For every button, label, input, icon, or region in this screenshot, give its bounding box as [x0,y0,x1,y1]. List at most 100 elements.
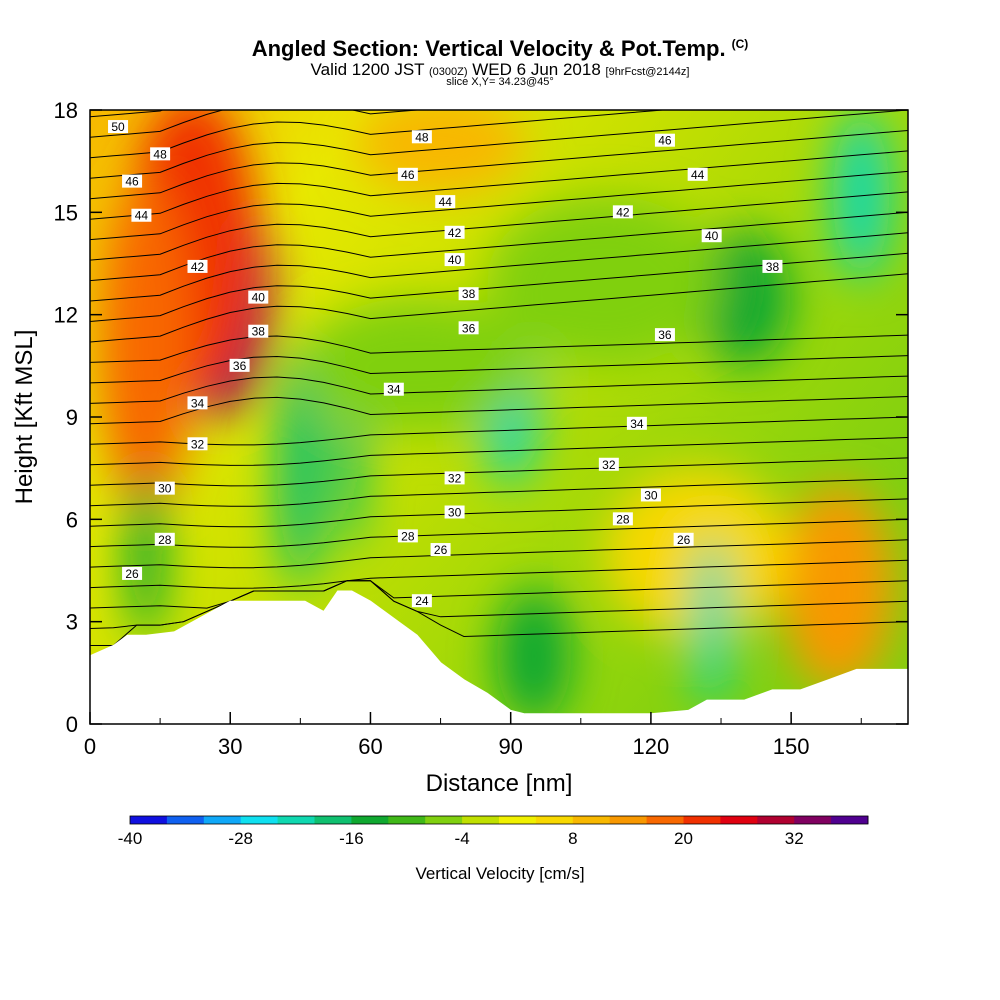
theta-contour [90,375,908,404]
colorbar-swatch [609,816,648,824]
velocity-cell [692,536,731,707]
colorbar-swatch [203,816,242,824]
velocity-cell [276,348,324,588]
velocity-cell [127,468,165,639]
theta-label-box [187,396,208,410]
theta-label-text: 44 [691,168,705,182]
velocity-cells [99,110,894,724]
theta-contour [90,191,908,261]
theta-contour [90,437,908,466]
colorbar-swatch [277,816,315,824]
theta-contour [90,580,908,609]
theta-contour [90,559,908,589]
theta-label-box [122,174,143,188]
colorbar-frame [129,815,869,825]
velocity-cell [300,297,535,435]
valid-prefix: Valid 1200 JST [310,60,425,79]
theta-contour [90,130,908,200]
theta-label: 44 [131,208,152,223]
colorbar-swatch [425,816,463,824]
theta-label-text: 28 [158,533,172,547]
theta-contour [90,211,908,282]
valid-utc: (0300Z) [429,66,468,78]
theta-label-text: 42 [191,260,205,274]
title-text: Angled Section: Vertical Velocity & Pot.… [251,36,726,61]
colorbar-tick-label: 32 [785,829,804,848]
theta-label-box [154,532,175,546]
theta-label-box [397,167,418,181]
theta-contour [90,539,908,569]
theta-label: 48 [411,130,432,144]
theta-label-text: 30 [158,482,172,496]
theta-label-text: 38 [462,287,476,301]
theta-label-box [108,120,129,134]
colorbar-swatch [572,816,611,824]
x-tick-label: 90 [498,734,522,759]
theta-label-box [458,321,479,335]
x-tick-label: 150 [773,734,810,759]
x-tick-label: 60 [358,734,382,759]
theta-label-box [654,328,675,342]
theta-label-box [122,566,143,580]
theta-label-text: 32 [448,471,462,485]
theta-label-box [411,130,432,144]
theta-label: 28 [397,529,418,543]
theta-contour [90,110,908,179]
theta-labels: 50 48 46 44 42 40 38 36 34 32 30 28 26 48 46 44 42 40 38 36… [108,120,783,608]
theta-label-box [435,195,456,209]
theta-label: 24 [411,594,432,608]
theta-label: 28 [612,512,633,526]
theta-label-text: 46 [125,175,139,189]
valid-date: WED 6 Jun 2018 [472,60,601,79]
theta-label-text: 48 [153,147,167,161]
theta-contour [90,170,908,241]
colorbar-swatch [535,816,574,824]
y-tick-label: 9 [66,405,78,430]
theta-label-text: 28 [616,512,630,526]
theta-label: 32 [187,437,208,451]
colorbar-swatch [240,816,279,824]
theta-label: 30 [154,481,175,496]
theta-label: 44 [687,167,708,182]
theta-label-box [444,471,465,485]
colorbar-label: Vertical Velocity [cm/s] [415,864,585,883]
colorbar-tick-label: -28 [228,829,253,848]
theta-label-box [612,512,633,526]
theta-label-text: 36 [462,321,476,335]
theta-contour [90,28,908,96]
x-tick-label: 0 [84,734,96,759]
theta-label-text: 26 [125,567,139,581]
theta-label-text: 32 [602,458,616,472]
theta-label: 44 [435,195,456,209]
theta-label: 46 [654,133,675,148]
theta-contour [90,273,908,343]
theta-label-text: 46 [658,134,672,148]
y-tick-label: 0 [66,712,78,737]
theta-label-text: 40 [705,229,719,243]
theta-label-text: 28 [401,529,415,543]
theta-label: 48 [150,147,171,161]
theta-label: 38 [762,259,783,274]
theta-label: 46 [122,174,143,189]
colorbar-swatch [351,816,389,824]
velocity-cell [604,468,792,639]
theta-label: 26 [122,566,143,581]
theta-contour [90,396,908,425]
theta-label: 32 [598,457,619,472]
theta-contour [90,498,908,528]
theta-label-text: 46 [401,168,415,182]
theta-label-text: 44 [439,195,453,209]
colorbar-tick-label: -16 [339,829,364,848]
theta-label: 50 [108,120,129,134]
theta-label-box [458,287,479,301]
x-tick-label: 120 [633,734,670,759]
terrain [90,590,908,724]
colorbar-swatch [462,816,500,824]
theta-label-box [187,437,208,451]
theta-contour [90,355,908,384]
theta-contour [90,110,165,118]
colorbar-swatch [831,816,869,824]
theta-label-box [154,481,175,495]
